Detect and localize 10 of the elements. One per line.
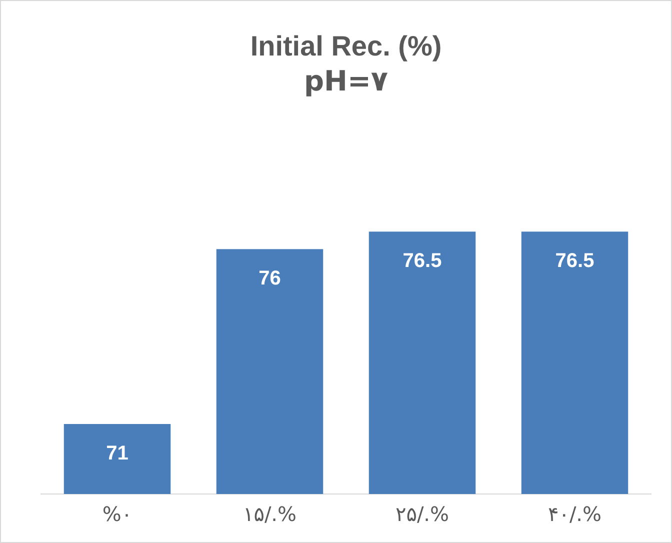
data-label: 76.5 [402,250,442,272]
chart-subtitle: pH=۷ [304,64,388,98]
data-label: 76 [258,268,281,290]
x-tick-label: ۲۵/.% [395,502,450,526]
data-label: 76.5 [555,250,594,272]
data-label: 71 [106,442,128,465]
x-tick-label: ۴۰/.% [548,502,602,526]
x-tick-label: %۰ [102,502,132,526]
x-tick-label: ۱۵/.% [242,502,297,526]
chart-title: Initial Rec. (%) [250,30,442,62]
